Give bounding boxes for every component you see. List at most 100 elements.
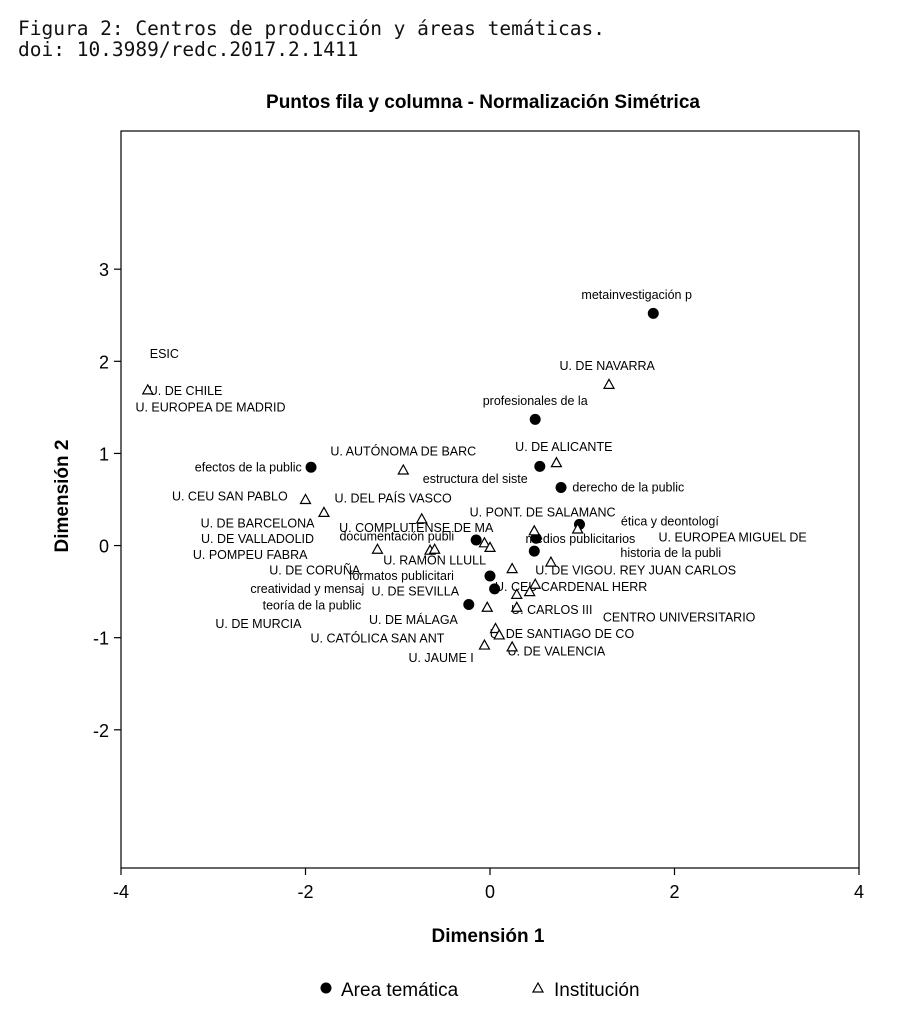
institucion-point [415, 512, 428, 524]
point-label: U. DE VALENCIA [508, 645, 606, 659]
area-tematica-point [463, 599, 475, 611]
institucion-point [506, 562, 519, 574]
y-axis-label: Dimensión 2 [52, 440, 73, 553]
point-label: U. AUTÓNOMA DE BARC [330, 444, 476, 459]
y-tick-label: -1 [93, 629, 109, 649]
point-label: U. CATÓLICA SAN ANT [311, 631, 445, 646]
x-tick-label: 2 [669, 882, 679, 902]
point-label: U. DE BARCELONA [201, 516, 316, 530]
legend-label-area-tematica: Area temática [341, 980, 459, 1001]
point-label: metainvestigación p [581, 288, 692, 302]
point-label: teoría de la public [263, 598, 362, 612]
point-label: U. DE MURCIA [215, 617, 302, 631]
institucion-point [510, 601, 523, 612]
point-label: estructura del siste [423, 472, 528, 486]
area-tematica-point [484, 570, 496, 582]
institucion-point [483, 541, 497, 553]
axes: -4 -2 0 2 4 -2 -1 0 1 2 3 [93, 260, 864, 902]
institucion-point [510, 588, 523, 599]
point-label: U. DE CORUÑA [269, 563, 361, 577]
x-tick-label: -4 [113, 882, 129, 902]
x-tick-label: -2 [297, 882, 313, 902]
point-label: CENTRO UNIVERSITARIO [603, 610, 756, 624]
area-tematica-point [530, 532, 542, 544]
institucion-point [602, 378, 616, 389]
institucion-point [523, 585, 536, 597]
point-label: U. RAMÓN LLULL [383, 552, 486, 567]
area-tematica-point [489, 583, 501, 595]
legend-circle-marker [320, 982, 332, 994]
point-label: U. CEU SAN PABLO [172, 490, 288, 504]
institucion-point [428, 543, 441, 554]
area-tematica-point [647, 307, 659, 319]
institucion-point [528, 524, 541, 536]
chart-title: Puntos fila y columna - Normalización Si… [266, 92, 700, 113]
institucion-point [371, 543, 384, 554]
area-tematica-point [305, 461, 317, 473]
point-label: U. EUROPEA DE MADRID [135, 400, 285, 414]
point-label: historia de la publi [620, 546, 721, 560]
legend-label-institucion: Institución [554, 980, 640, 1001]
point-label: efectos de la public [195, 460, 302, 474]
area-tematica-point [529, 413, 541, 425]
area-tematica-point [528, 545, 540, 557]
institucion-point [397, 463, 410, 475]
point-label: U. JAUME I [408, 651, 473, 665]
point-label: U. DE CHILE [149, 384, 223, 398]
caption-line-2: doi: 10.3989/redc.2017.2.1411 [18, 38, 359, 61]
point-label: ESIC [150, 347, 179, 361]
y-tick-label: 1 [99, 444, 109, 464]
institucion-point [571, 522, 584, 534]
point-label: profesionales de la [483, 394, 588, 408]
point-label: U. DE MÁLAGA [369, 612, 459, 627]
x-tick-label: 0 [485, 882, 495, 902]
point-labels: ESIC U. EUROPEA DE MADRID U. DE CHILE U. DE… [135, 288, 806, 665]
institucion-point [141, 383, 154, 395]
x-axis-label: Dimensión 1 [432, 926, 545, 947]
point-label: documentación publi [339, 529, 454, 543]
y-tick-label: 3 [99, 260, 109, 280]
point-label: U. DEL PAÍS VASCO [335, 491, 452, 506]
institucion-point [478, 638, 491, 650]
point-label: U. DE VALLADOLID [201, 532, 314, 546]
figure-caption: Figura 2: Centros de producción y áreas … [18, 18, 605, 60]
plot-frame [120, 130, 860, 869]
point-label: creatividad y mensaj [250, 582, 364, 596]
point-label: derecho de la public [572, 481, 684, 495]
point-label: U. DE SANTIAGO DE CO [490, 627, 635, 641]
point-label: U. COMPLUTENSE DE MA [339, 521, 494, 535]
point-label: U. DE NAVARRA [559, 359, 655, 373]
point-label: U. DE ALICANTE [515, 440, 612, 454]
area-tematica-point [555, 482, 567, 494]
institucion-point [481, 601, 494, 612]
area-tematica-point [470, 534, 482, 546]
y-tick-label: -2 [93, 721, 109, 741]
point-label: ética y deontologí [621, 515, 720, 529]
institucion-point [317, 506, 330, 517]
institucion-point [544, 555, 557, 567]
institucion-point [299, 493, 312, 505]
y-tick-label: 0 [99, 537, 109, 557]
x-tick-label: 4 [854, 882, 864, 902]
point-label: formatos publicitari [349, 569, 454, 583]
institucion-point [529, 578, 542, 589]
point-markers [141, 307, 659, 652]
point-label: U. EUROPEA MIGUEL DE [659, 530, 807, 544]
point-label: U. POMPEU FABRA [193, 548, 308, 562]
point-label: U. DE VIGO [535, 563, 603, 577]
y-tick-label: 2 [99, 352, 109, 372]
point-label: U. PONT. DE SALAMANC [470, 505, 616, 519]
institucion-point [489, 622, 502, 634]
area-tematica-point [534, 460, 546, 472]
caption-line-1: Figura 2: Centros de producción y áreas … [18, 17, 605, 40]
point-label: U. DE SEVILLA [372, 585, 460, 599]
point-label: U. CARLOS III [511, 603, 592, 617]
legend-triangle-marker [531, 981, 545, 993]
institucion-point [506, 640, 519, 652]
point-label: medios publicitarios [526, 532, 636, 546]
institucion-point [493, 628, 506, 640]
institucion-point [550, 456, 563, 468]
legend: Area temática Institución [320, 980, 640, 1001]
institucion-point [478, 536, 491, 548]
